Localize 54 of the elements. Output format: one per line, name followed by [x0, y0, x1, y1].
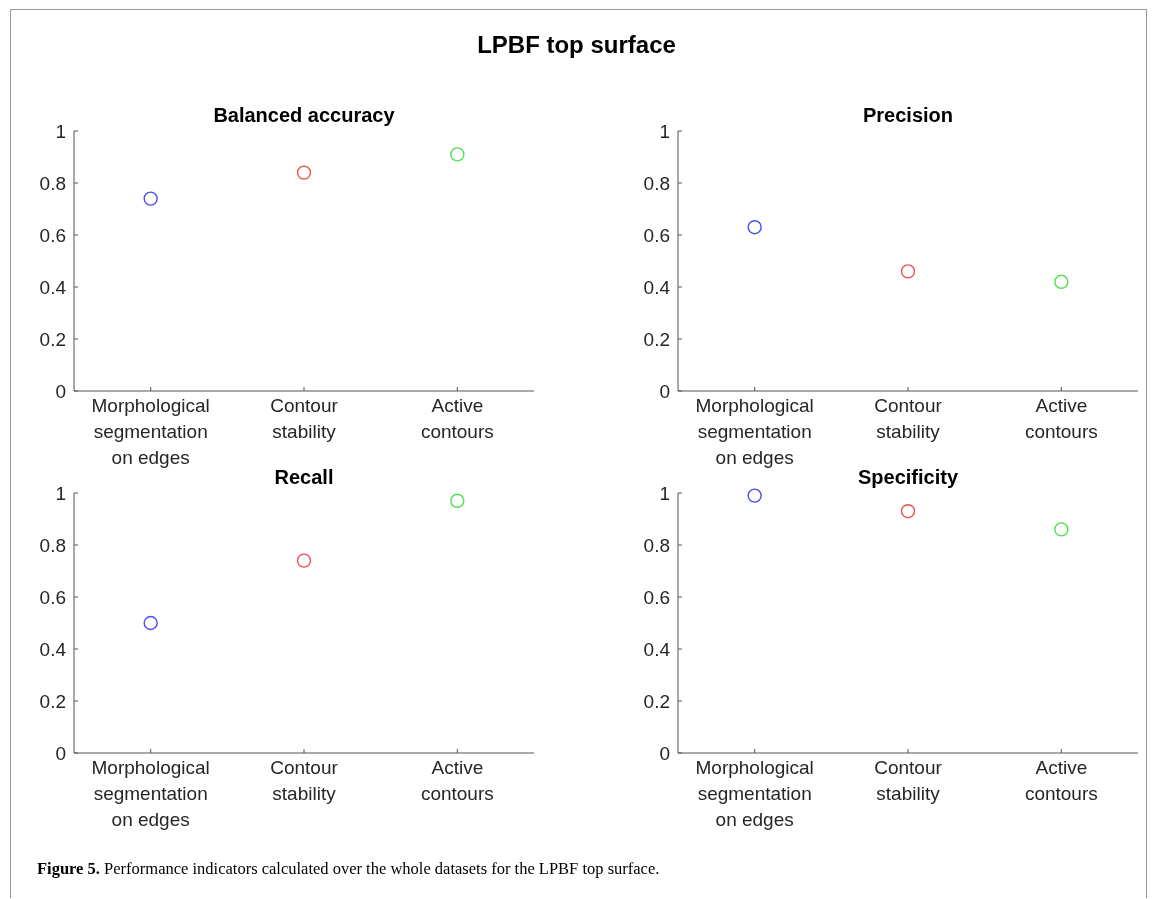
x-tick-label: Active contours	[1024, 757, 1098, 804]
point	[1054, 522, 1069, 537]
y-tick-label: 0	[659, 380, 670, 402]
y-tick-label: 0.4	[39, 638, 67, 660]
chart-title: Specificity	[857, 466, 959, 488]
y-tick-label: 1	[55, 482, 66, 504]
y-tick-label: 0.4	[643, 638, 671, 660]
y-tick-label: 0.6	[39, 586, 66, 608]
y-tick-label: 1	[55, 120, 66, 142]
caption: Figure 5. Performance indicators calculated over the whole datasets for the LPBF top surface.	[37, 859, 660, 878]
point	[143, 191, 158, 206]
y-tick-label: 0	[659, 742, 670, 764]
y-tick-label: 1	[659, 482, 670, 504]
text: LPBF top surface	[476, 30, 677, 60]
y-tick-label: 0.8	[643, 534, 670, 556]
x-tick-label: Morphological segmentation on edges	[91, 395, 210, 468]
y-tick-label: 0.2	[643, 690, 670, 712]
y-tick-label: 0.8	[643, 172, 670, 194]
y-tick-label: 0.4	[643, 276, 671, 298]
x-tick-label: Contour stability	[270, 395, 339, 442]
point	[450, 493, 465, 508]
y-tick-label: 0	[55, 380, 66, 402]
point	[747, 488, 762, 503]
point	[900, 504, 916, 519]
point	[296, 553, 312, 568]
x-tick-label: Active contours	[1024, 395, 1098, 442]
y-tick-label: 0.2	[39, 690, 66, 712]
y-tick-label: 0	[55, 742, 66, 764]
point	[450, 147, 465, 162]
point	[1054, 274, 1069, 289]
x-tick-label: Active contours	[420, 395, 494, 442]
x-tick-label: Morphological segmentation on edges	[695, 395, 814, 468]
point	[747, 220, 762, 235]
x-tick-label: Active contours	[420, 757, 494, 804]
y-tick-label: 0.6	[39, 224, 66, 246]
y-tick-label: 0.2	[39, 328, 66, 350]
x-tick-label: Morphological segmentation on edges	[91, 757, 210, 830]
y-tick-label: 0.2	[643, 328, 670, 350]
point	[900, 264, 916, 279]
x-tick-label: Morphological segmentation on edges	[695, 757, 814, 830]
y-tick-label: 1	[659, 120, 670, 142]
y-tick-label: 0.6	[643, 586, 670, 608]
chart-title: Precision	[861, 103, 954, 127]
y-tick-label: 0.8	[39, 534, 66, 556]
point	[143, 615, 158, 631]
point	[296, 165, 312, 180]
chart-title: Recall	[274, 466, 334, 488]
x-tick-label: Contour stability	[874, 395, 943, 442]
y-tick-label: 0.8	[39, 172, 66, 194]
x-tick-label: Contour stability	[270, 757, 339, 804]
y-tick-label: 0.6	[643, 224, 670, 246]
y-tick-label: 0.4	[39, 276, 67, 298]
chart-title: Balanced accuracy	[212, 103, 396, 127]
x-tick-label: Contour stability	[874, 757, 943, 804]
